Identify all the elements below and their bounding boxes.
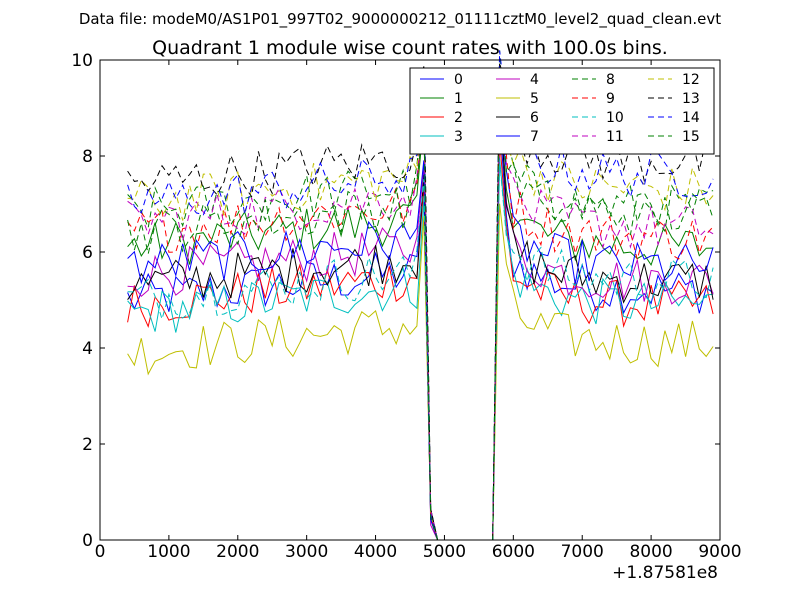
series-line-15 bbox=[127, 68, 714, 541]
legend-label-9: 9 bbox=[606, 91, 615, 107]
series-line-5 bbox=[127, 203, 714, 541]
plot-area: 0 1000 2000 3000 4000 5000 6000 7000 8000 9000 0 2 4… bbox=[71, 50, 742, 562]
legend-label-15: 15 bbox=[682, 129, 700, 145]
x-tick-label: 9000 bbox=[698, 542, 741, 562]
series-line-10 bbox=[127, 160, 714, 541]
ticks-layer: 0 1000 2000 3000 4000 5000 6000 7000 8000 9000 0 2 4… bbox=[71, 51, 741, 562]
y-tick-label: 2 bbox=[82, 435, 93, 455]
series-line-3 bbox=[127, 158, 714, 541]
x-tick-label: 8000 bbox=[629, 542, 672, 562]
legend-label-5: 5 bbox=[530, 91, 539, 107]
y-tick-label: 4 bbox=[82, 339, 93, 359]
legend-label-0: 0 bbox=[454, 72, 463, 88]
legend-label-6: 6 bbox=[530, 110, 539, 126]
x-tick-label: 3000 bbox=[285, 542, 328, 562]
legend-label-13: 13 bbox=[682, 91, 700, 107]
x-tick-label: 7000 bbox=[561, 542, 604, 562]
legend-label-14: 14 bbox=[682, 110, 700, 126]
legend-box bbox=[409, 67, 715, 155]
x-tick-label: 6000 bbox=[492, 542, 535, 562]
legend-label-12: 12 bbox=[682, 72, 700, 88]
y-tick-label: 6 bbox=[82, 243, 93, 263]
legend-label-2: 2 bbox=[454, 110, 463, 126]
chart-title: Quadrant 1 module wise count rates with … bbox=[152, 37, 668, 59]
legend-label-1: 1 bbox=[454, 91, 463, 107]
legend-label-8: 8 bbox=[606, 72, 615, 88]
chart-suptitle: Data file: modeM0/AS1P01_997T02_90000002… bbox=[79, 10, 721, 29]
series-line-4 bbox=[127, 95, 714, 541]
y-tick-label: 8 bbox=[82, 147, 93, 167]
legend-label-7: 7 bbox=[530, 129, 539, 145]
legend-label-4: 4 bbox=[530, 72, 539, 88]
x-tick-label: 4000 bbox=[354, 542, 397, 562]
series-line-6 bbox=[127, 95, 714, 541]
x-tick-label: 2000 bbox=[216, 542, 259, 562]
axes-frame bbox=[99, 59, 721, 541]
x-tick-label: 0 bbox=[95, 542, 106, 562]
legend-label-11: 11 bbox=[606, 129, 624, 145]
series-line-1 bbox=[127, 105, 714, 541]
series-line-7 bbox=[127, 110, 714, 541]
series-line-9 bbox=[127, 105, 714, 541]
legend-label-10: 10 bbox=[606, 110, 624, 126]
y-tick-label: 10 bbox=[71, 51, 93, 71]
x-offset-label: +1.87581e8 bbox=[612, 563, 718, 583]
y-tick-label: 0 bbox=[82, 531, 93, 551]
x-tick-label: 5000 bbox=[423, 542, 466, 562]
x-tick-label: 1000 bbox=[147, 542, 190, 562]
legend-label-3: 3 bbox=[454, 129, 463, 145]
